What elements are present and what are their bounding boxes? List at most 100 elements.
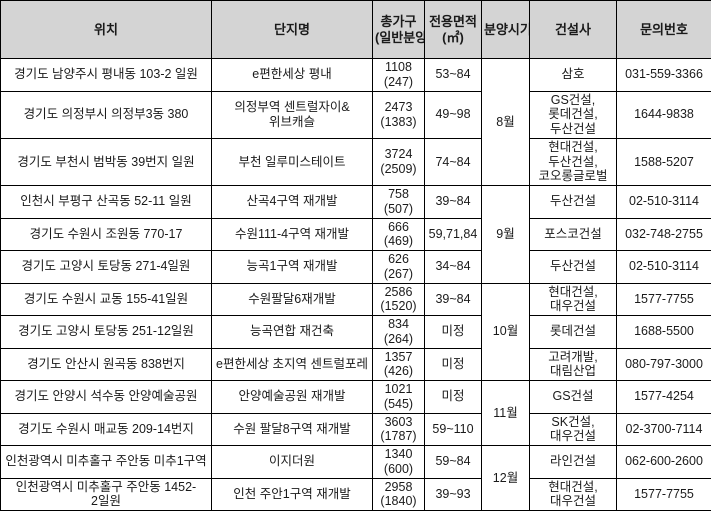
- cell-builder: GS건설, 롯데건설, 두산건설: [530, 91, 617, 138]
- cell-complex-name: 능곡1구역 재개발: [212, 251, 373, 284]
- cell-location: 경기도 수원시 교동 155-41일원: [1, 283, 212, 316]
- cell-complex-name: 이지더원: [212, 446, 373, 479]
- cell-location: 경기도 남양주시 평내동 103-2 일원: [1, 59, 212, 92]
- column-header-builder: 건설사: [530, 1, 617, 59]
- cell-builder: 롯데건설: [530, 316, 617, 349]
- cell-builder: 두산건설: [530, 186, 617, 219]
- cell-phone-number: 062-600-2600: [617, 446, 711, 479]
- cell-exclusive-area: 미정: [425, 381, 482, 414]
- cell-sale-timing: 9월: [482, 186, 530, 284]
- table-header-row: 위치 단지명 총가구 (일반분양) 전용면적 (㎡) 분양시기 건설사 문의번호: [1, 1, 711, 59]
- column-header-location: 위치: [1, 1, 212, 59]
- cell-complex-name: 인천 주안1구역 재개발: [212, 478, 373, 511]
- cell-sale-timing: 11월: [482, 381, 530, 446]
- column-header-phone: 문의번호: [617, 1, 711, 59]
- cell-exclusive-area: 59~84: [425, 446, 482, 479]
- cell-complex-name: 산곡4구역 재개발: [212, 186, 373, 219]
- cell-phone-number: 031-559-3366: [617, 59, 711, 92]
- cell-total-units: 3724 (2509): [373, 138, 425, 185]
- cell-exclusive-area: 59~110: [425, 413, 482, 446]
- cell-location: 경기도 수원시 매교동 209-14번지: [1, 413, 212, 446]
- cell-total-units: 666 (469): [373, 218, 425, 251]
- column-header-sale-timing: 분양시기: [482, 1, 530, 59]
- cell-total-units: 1357 (426): [373, 348, 425, 381]
- cell-exclusive-area: 49~98: [425, 91, 482, 138]
- cell-location: 인천시 부평구 산곡동 52-11 일원: [1, 186, 212, 219]
- cell-builder: 라인건설: [530, 446, 617, 479]
- column-header-complex-name: 단지명: [212, 1, 373, 59]
- column-header-total-units: 총가구 (일반분양): [373, 1, 425, 59]
- cell-phone-number: 1688-5500: [617, 316, 711, 349]
- cell-phone-number: 02-510-3114: [617, 251, 711, 284]
- cell-total-units: 1108 (247): [373, 59, 425, 92]
- cell-complex-name: 수원팔달6재개발: [212, 283, 373, 316]
- cell-exclusive-area: 53~84: [425, 59, 482, 92]
- cell-builder: SK건설, 대우건설: [530, 413, 617, 446]
- cell-location: 경기도 고양시 토당동 251-12일원: [1, 316, 212, 349]
- cell-location: 경기도 수원시 조원동 770-17: [1, 218, 212, 251]
- cell-phone-number: 1644-9838: [617, 91, 711, 138]
- cell-builder: 현대건설, 대우건설: [530, 283, 617, 316]
- cell-builder: 삼호: [530, 59, 617, 92]
- cell-complex-name: 의정부역 센트럴자이&위브캐슬: [212, 91, 373, 138]
- cell-total-units: 1021 (545): [373, 381, 425, 414]
- cell-builder: 현대건설, 두산건설, 코오롱글로벌: [530, 138, 617, 185]
- cell-exclusive-area: 74~84: [425, 138, 482, 185]
- cell-location: 경기도 부천시 범박동 39번지 일원: [1, 138, 212, 185]
- cell-builder: 현대건설, 대우건설: [530, 478, 617, 511]
- cell-total-units: 3603 (1787): [373, 413, 425, 446]
- cell-phone-number: 1577-4254: [617, 381, 711, 414]
- cell-complex-name: 안양예술공원 재개발: [212, 381, 373, 414]
- cell-total-units: 834 (264): [373, 316, 425, 349]
- cell-location: 인천광역시 미추홀구 주안동 미추1구역: [1, 446, 212, 479]
- cell-complex-name: e편한세상 초지역 센트럴포레: [212, 348, 373, 381]
- cell-location: 경기도 고양시 토당동 271-4일원: [1, 251, 212, 284]
- cell-sale-timing: 8월: [482, 59, 530, 186]
- cell-exclusive-area: 59,71,84: [425, 218, 482, 251]
- cell-location: 경기도 안산시 원곡동 838번지: [1, 348, 212, 381]
- cell-exclusive-area: 39~93: [425, 478, 482, 511]
- cell-complex-name: 수원 팔달8구역 재개발: [212, 413, 373, 446]
- cell-location: 경기도 안양시 석수동 안양예술공원: [1, 381, 212, 414]
- cell-phone-number: 1577-7755: [617, 283, 711, 316]
- cell-total-units: 758 (507): [373, 186, 425, 219]
- cell-phone-number: 02-510-3114: [617, 186, 711, 219]
- cell-exclusive-area: 미정: [425, 316, 482, 349]
- cell-location: 인천광역시 미추홀구 주안동 1452-2일원: [1, 478, 212, 511]
- cell-location: 경기도 의정부시 의정부3동 380: [1, 91, 212, 138]
- cell-exclusive-area: 미정: [425, 348, 482, 381]
- cell-phone-number: 1577-7755: [617, 478, 711, 511]
- cell-exclusive-area: 39~84: [425, 283, 482, 316]
- cell-builder: 두산건설: [530, 251, 617, 284]
- cell-phone-number: 02-3700-7114: [617, 413, 711, 446]
- cell-phone-number: 080-797-3000: [617, 348, 711, 381]
- cell-sale-timing: 10월: [482, 283, 530, 381]
- cell-total-units: 2958 (1840): [373, 478, 425, 511]
- cell-phone-number: 032-748-2755: [617, 218, 711, 251]
- cell-phone-number: 1588-5207: [617, 138, 711, 185]
- cell-total-units: 626 (267): [373, 251, 425, 284]
- cell-exclusive-area: 39~84: [425, 186, 482, 219]
- cell-total-units: 2473 (1383): [373, 91, 425, 138]
- cell-total-units: 2586 (1520): [373, 283, 425, 316]
- cell-complex-name: 수원111-4구역 재개발: [212, 218, 373, 251]
- cell-complex-name: 부천 일루미스테이트: [212, 138, 373, 185]
- cell-sale-timing: 12월: [482, 446, 530, 511]
- column-header-exclusive-area: 전용면적 (㎡): [425, 1, 482, 59]
- cell-total-units: 1340 (600): [373, 446, 425, 479]
- cell-builder: 고려개발, 대림산업: [530, 348, 617, 381]
